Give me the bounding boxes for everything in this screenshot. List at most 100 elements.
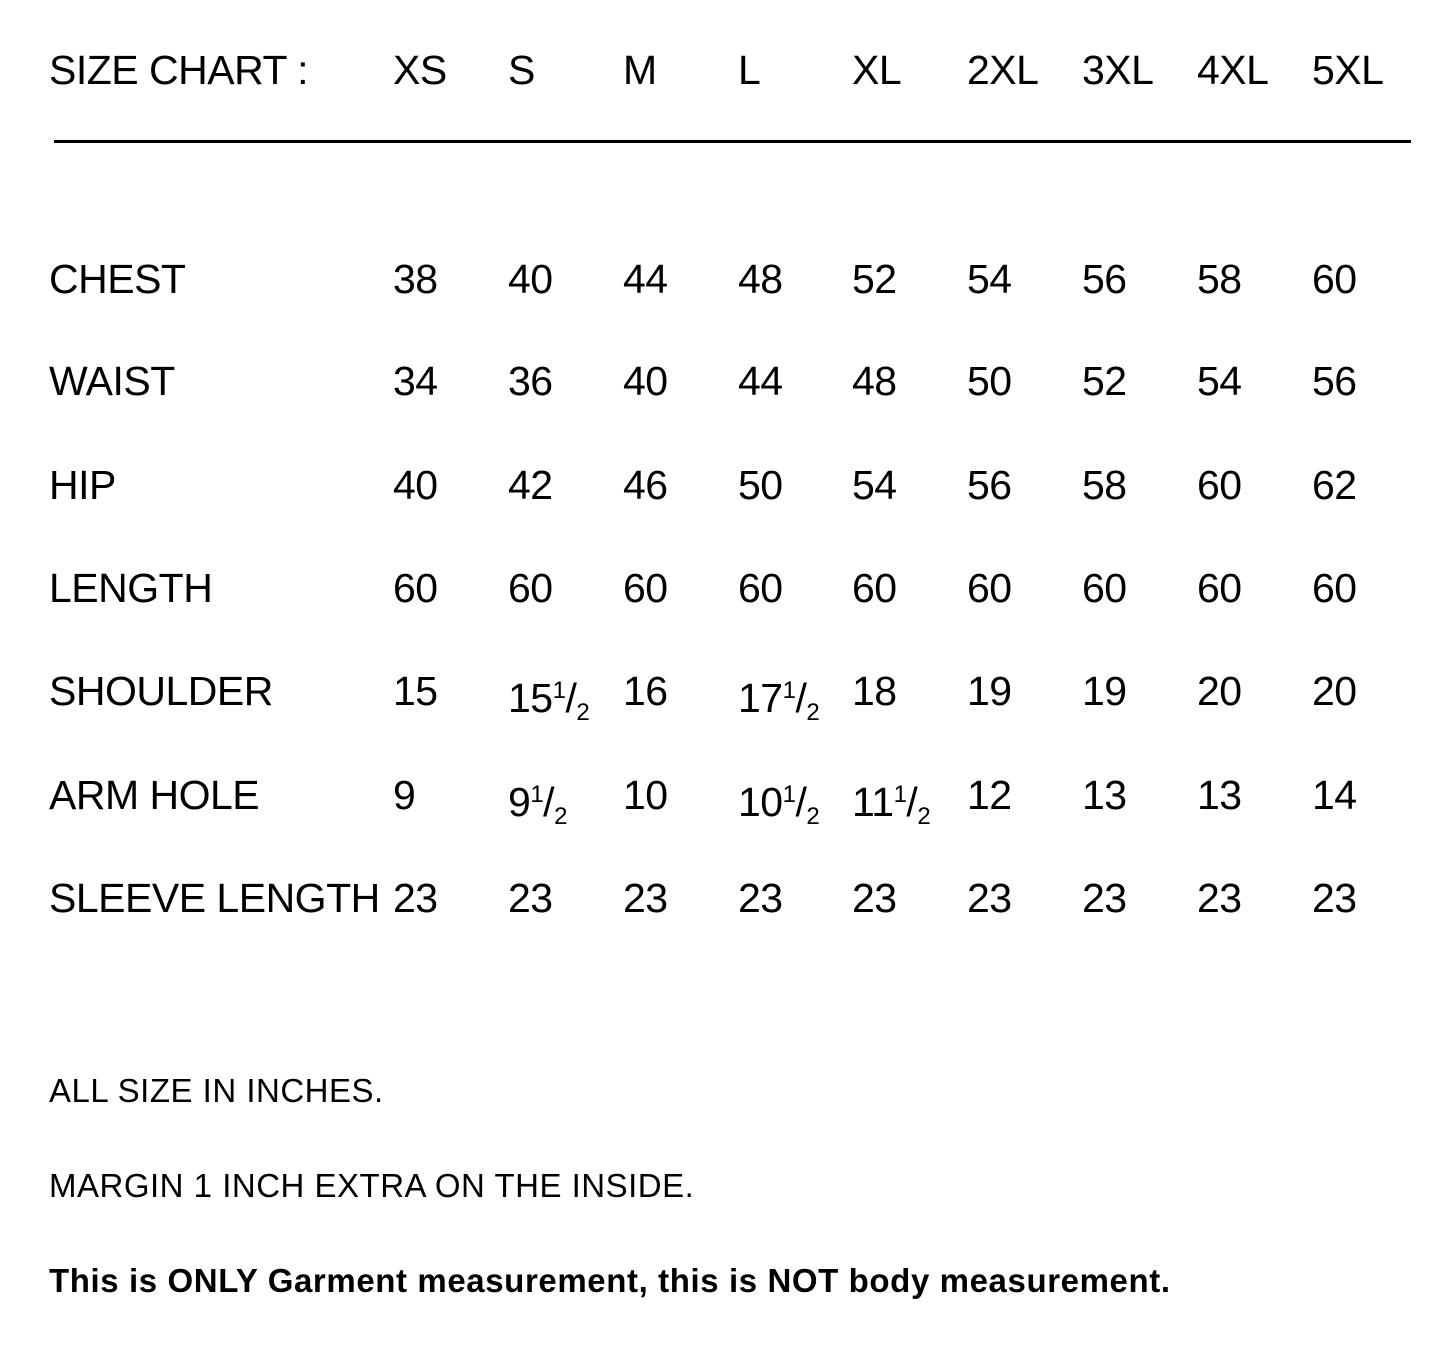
row-label: WAIST [49, 358, 175, 404]
table-cell: 44 [738, 358, 783, 404]
size-header-4xl: 4XL [1197, 47, 1269, 93]
table-cell: 60 [1312, 256, 1357, 302]
table-cell: 23 [623, 875, 668, 921]
margin-note: MARGIN 1 INCH EXTRA ON THE INSIDE. [49, 1167, 695, 1204]
denominator: 2 [806, 803, 820, 830]
table-cell: 40 [623, 358, 668, 404]
table-row: SHOULDER 15 151/2 16 171/2 18 19 19 20 20 [0, 661, 1445, 726]
table-cell: 111/2 [852, 765, 931, 847]
denominator: 2 [917, 803, 931, 830]
table-row: CHEST 38 40 44 48 52 54 56 58 60 [0, 249, 1445, 309]
table-cell: 48 [852, 358, 897, 404]
table-cell: 23 [738, 875, 783, 921]
table-cell: 56 [1312, 358, 1357, 404]
table-cell: 23 [508, 875, 553, 921]
numerator: 1 [782, 781, 796, 808]
numerator: 1 [893, 781, 907, 808]
table-cell: 20 [1197, 668, 1242, 714]
size-header-2xl: 2XL [967, 47, 1039, 93]
whole: 15 [508, 675, 553, 721]
table-cell: 60 [508, 565, 553, 611]
numerator: 1 [530, 781, 544, 808]
table-cell: 60 [738, 565, 783, 611]
table-cell: 18 [852, 668, 897, 714]
table-cell: 58 [1197, 256, 1242, 302]
table-cell: 54 [852, 462, 897, 508]
table-row: ARM HOLE 9 91/2 10 101/2 111/2 12 13 13 14 [0, 765, 1445, 830]
table-cell: 44 [623, 256, 668, 302]
size-header-s: S [508, 47, 535, 93]
table-cell: 52 [852, 256, 897, 302]
table-row: LENGTH 60 60 60 60 60 60 60 60 60 [0, 558, 1445, 618]
table-row: SLEEVE LENGTH 23 23 23 23 23 23 23 23 23 [0, 868, 1445, 928]
table-cell: 52 [1082, 358, 1127, 404]
table-cell: 23 [967, 875, 1012, 921]
table-cell: 60 [1082, 565, 1127, 611]
table-cell: 10 [623, 772, 668, 818]
units-note: ALL SIZE IN INCHES. [49, 1072, 384, 1109]
size-chart-title: SIZE CHART : [49, 47, 309, 93]
table-cell: 60 [1197, 462, 1242, 508]
table-cell: 38 [393, 256, 438, 302]
row-label: HIP [49, 462, 116, 508]
fraction-slash: / [565, 675, 577, 721]
table-cell: 23 [1312, 875, 1357, 921]
table-cell: 91/2 [508, 765, 567, 847]
size-header-m: M [623, 47, 657, 93]
whole: 10 [738, 779, 783, 825]
table-cell: 23 [852, 875, 897, 921]
table-cell: 16 [623, 668, 668, 714]
table-cell: 48 [738, 256, 783, 302]
size-header-xs: XS [393, 47, 447, 93]
fraction-slash: / [795, 675, 807, 721]
row-label: LENGTH [49, 565, 213, 611]
fraction-slash: / [795, 779, 807, 825]
table-cell: 62 [1312, 462, 1357, 508]
size-header-l: L [738, 47, 761, 93]
disclaimer-note: This is ONLY Garment measurement, this i… [49, 1262, 1171, 1299]
table-cell: 54 [1197, 358, 1242, 404]
row-label: CHEST [49, 256, 186, 302]
table-cell: 14 [1312, 772, 1357, 818]
numerator: 1 [552, 677, 566, 704]
table-cell: 50 [967, 358, 1012, 404]
table-cell: 60 [967, 565, 1012, 611]
table-cell: 34 [393, 358, 438, 404]
table-cell: 40 [393, 462, 438, 508]
header-row: SIZE CHART : XS S M L XL 2XL 3XL 4XL 5XL [0, 40, 1445, 100]
table-cell: 171/2 [738, 661, 820, 743]
size-header-xl: XL [852, 47, 902, 93]
header-divider [54, 140, 1411, 143]
table-cell: 23 [1082, 875, 1127, 921]
table-cell: 46 [623, 462, 668, 508]
table-cell: 42 [508, 462, 553, 508]
table-cell: 23 [1197, 875, 1242, 921]
table-cell: 60 [852, 565, 897, 611]
table-cell: 15 [393, 668, 438, 714]
row-label: ARM HOLE [49, 772, 260, 818]
table-cell: 36 [508, 358, 553, 404]
numerator: 1 [782, 677, 796, 704]
table-cell: 40 [508, 256, 553, 302]
table-cell: 60 [393, 565, 438, 611]
table-cell: 151/2 [508, 661, 590, 743]
table-cell: 19 [1082, 668, 1127, 714]
table-row: WAIST 34 36 40 44 48 50 52 54 56 [0, 351, 1445, 411]
size-header-5xl: 5XL [1312, 47, 1384, 93]
size-header-3xl: 3XL [1082, 47, 1154, 93]
table-cell: 56 [1082, 256, 1127, 302]
table-cell: 60 [1197, 565, 1242, 611]
row-label: SLEEVE LENGTH [49, 875, 380, 921]
row-label: SHOULDER [49, 668, 273, 714]
table-cell: 50 [738, 462, 783, 508]
whole: 17 [738, 675, 783, 721]
table-cell: 13 [1197, 772, 1242, 818]
denominator: 2 [576, 699, 590, 726]
table-cell: 56 [967, 462, 1012, 508]
table-cell: 9 [393, 772, 416, 818]
whole: 9 [508, 779, 531, 825]
table-cell: 12 [967, 772, 1012, 818]
table-cell: 60 [623, 565, 668, 611]
table-cell: 19 [967, 668, 1012, 714]
whole: 11 [852, 779, 894, 825]
